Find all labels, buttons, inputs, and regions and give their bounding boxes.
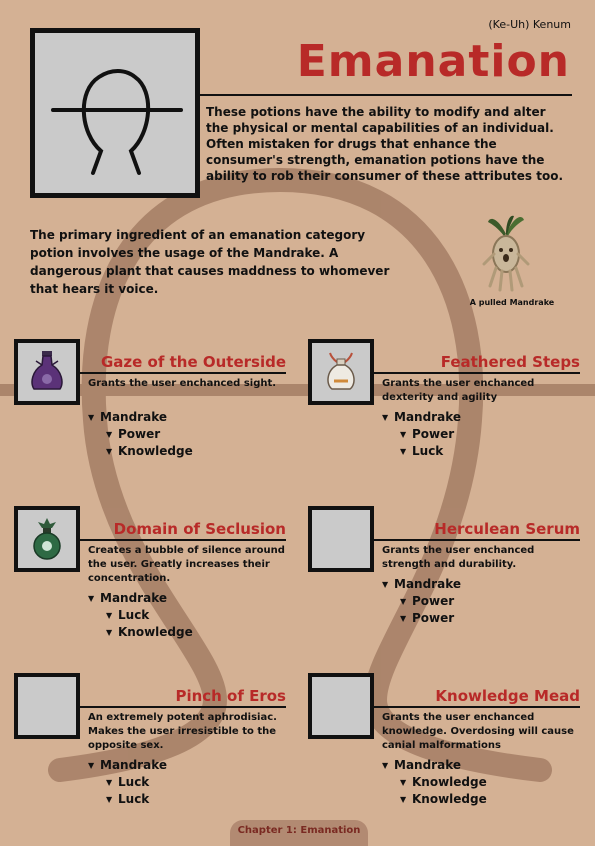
potion-name: Domain of Seclusion bbox=[113, 520, 286, 538]
triangle-bullet-icon: ▼ bbox=[382, 413, 389, 422]
triangle-bullet-icon: ▼ bbox=[88, 594, 95, 603]
potion-description: Creates a bubble of silence around the u… bbox=[88, 545, 285, 584]
triangle-bullet-icon: ▼ bbox=[400, 430, 407, 439]
potion-description: Grants the user enchanced sight. bbox=[88, 378, 277, 389]
potion-image-frame-empty bbox=[308, 673, 374, 739]
potion-name: Feathered Steps bbox=[440, 353, 580, 371]
ingredient-item: ▼ Mandrake bbox=[88, 758, 167, 772]
potion-card-domain-of-seclusion: Domain of Seclusion Creates a bubble of … bbox=[14, 506, 286, 646]
potion-card-pinch-of-eros: Pinch of Eros An extremely potent aphrod… bbox=[14, 673, 286, 813]
page-title: Emanation bbox=[296, 36, 570, 87]
attribute-item: ▼ Power bbox=[106, 427, 161, 441]
title-divider bbox=[200, 94, 572, 96]
potion-image-frame bbox=[308, 339, 374, 405]
potion-image-frame-empty bbox=[308, 506, 374, 572]
potion-divider bbox=[374, 706, 580, 708]
author-credit: (Ke-Uh) Kenum bbox=[488, 18, 571, 31]
potion-card-feathered-steps: Feathered Steps Grants the user enchance… bbox=[308, 339, 580, 479]
ingredient-paragraph: The primary ingredient of an emanation c… bbox=[30, 228, 390, 296]
triangle-bullet-icon: ▼ bbox=[400, 614, 407, 623]
triangle-bullet-icon: ▼ bbox=[400, 597, 407, 606]
attribute-item: ▼ Knowledge bbox=[400, 775, 487, 789]
attribute-item: ▼ Power bbox=[400, 427, 455, 441]
attribute-item: ▼ Knowledge bbox=[400, 792, 487, 806]
attribute-item: ▼ Luck bbox=[106, 775, 150, 789]
triangle-bullet-icon: ▼ bbox=[88, 413, 95, 422]
green-round-flask-icon bbox=[33, 518, 61, 560]
potion-image-frame bbox=[14, 339, 80, 405]
potion-ingredient-list: ▼ Mandrake ▼ Luck ▼ Luck bbox=[88, 757, 167, 808]
triangle-bullet-icon: ▼ bbox=[106, 778, 113, 787]
potion-card-knowledge-mead: Knowledge Mead Grants the user enchanced… bbox=[308, 673, 580, 813]
intro-paragraph: These potions have the ability to modify… bbox=[206, 105, 564, 183]
potion-description: Grants the user enchanced strength and d… bbox=[382, 545, 535, 570]
attribute-item: ▼ Knowledge bbox=[106, 444, 193, 458]
mandrake-icon bbox=[482, 215, 530, 292]
triangle-bullet-icon: ▼ bbox=[400, 447, 407, 456]
ingredient-item: ▼ Mandrake bbox=[382, 410, 461, 424]
potion-divider bbox=[80, 706, 286, 708]
triangle-bullet-icon: ▼ bbox=[106, 447, 113, 456]
ingredient-item: ▼ Mandrake bbox=[88, 591, 167, 605]
triangle-bullet-icon: ▼ bbox=[88, 761, 95, 770]
white-feather-flask-icon bbox=[327, 352, 355, 390]
triangle-bullet-icon: ▼ bbox=[382, 761, 389, 770]
attribute-item: ▼ Power bbox=[400, 594, 455, 608]
attribute-item: ▼ Knowledge bbox=[106, 625, 193, 639]
potion-name: Gaze of the Outerside bbox=[100, 353, 286, 371]
potion-ingredient-list: ▼ Mandrake ▼ Power ▼ Knowledge bbox=[88, 409, 193, 460]
potion-name: Pinch of Eros bbox=[175, 687, 286, 705]
mandrake-caption: A pulled Mandrake bbox=[469, 298, 555, 307]
potion-ingredient-list: ▼ Mandrake ▼ Power ▼ Luck bbox=[382, 409, 461, 460]
potion-divider bbox=[80, 539, 286, 541]
triangle-bullet-icon: ▼ bbox=[400, 795, 407, 804]
category-symbol-frame bbox=[30, 28, 200, 198]
potion-description: Grants the user enchanced knowledge. Ove… bbox=[382, 712, 574, 751]
triangle-bullet-icon: ▼ bbox=[106, 628, 113, 637]
potion-image-frame bbox=[14, 506, 80, 572]
potion-card-gaze-of-the-outerside: Gaze of the Outerside Grants the user en… bbox=[14, 339, 286, 479]
potion-description: An extremely potent aphrodisiac. Makes t… bbox=[88, 712, 277, 751]
attribute-item: ▼ Power bbox=[400, 611, 455, 625]
purple-flask-icon bbox=[31, 351, 63, 390]
potion-description: Grants the user enchanced dexterity and … bbox=[382, 378, 535, 403]
chapter-footer-label: Chapter 1: Emanation bbox=[237, 825, 361, 836]
potion-divider bbox=[374, 539, 580, 541]
potion-ingredient-list: ▼ Mandrake ▼ Knowledge ▼ Knowledge bbox=[382, 757, 487, 808]
potion-card-herculean-serum: Herculean Serum Grants the user enchance… bbox=[308, 506, 580, 646]
triangle-bullet-icon: ▼ bbox=[106, 611, 113, 620]
triangle-bullet-icon: ▼ bbox=[106, 795, 113, 804]
potion-divider bbox=[374, 372, 580, 374]
emanation-glyph-icon bbox=[51, 69, 183, 175]
attribute-item: ▼ Luck bbox=[106, 792, 150, 806]
ingredient-item: ▼ Mandrake bbox=[88, 410, 167, 424]
potion-name: Herculean Serum bbox=[434, 520, 580, 538]
potion-image-frame-empty bbox=[14, 673, 80, 739]
triangle-bullet-icon: ▼ bbox=[400, 778, 407, 787]
potion-name: Knowledge Mead bbox=[435, 687, 580, 705]
attribute-item: ▼ Luck bbox=[400, 444, 444, 458]
ingredient-item: ▼ Mandrake bbox=[382, 577, 461, 591]
ingredient-item: ▼ Mandrake bbox=[382, 758, 461, 772]
attribute-item: ▼ Luck bbox=[106, 608, 150, 622]
potion-ingredient-list: ▼ Mandrake ▼ Power ▼ Power bbox=[382, 576, 461, 627]
triangle-bullet-icon: ▼ bbox=[106, 430, 113, 439]
triangle-bullet-icon: ▼ bbox=[382, 580, 389, 589]
potion-ingredient-list: ▼ Mandrake ▼ Luck ▼ Knowledge bbox=[88, 590, 193, 641]
potion-divider bbox=[80, 372, 286, 374]
